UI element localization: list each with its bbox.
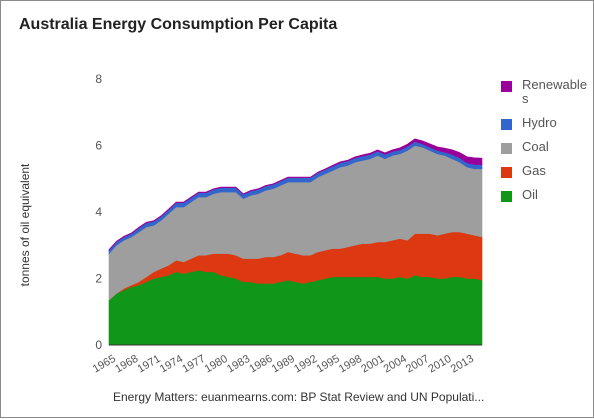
chart-caption: Energy Matters: euanmearns.com: BP Stat … <box>113 390 485 404</box>
legend-swatch <box>501 81 512 92</box>
y-tick-label: 8 <box>95 72 102 86</box>
legend-swatch <box>501 167 512 178</box>
legend-label: Oil <box>522 187 538 202</box>
x-tick-label: 2013 <box>449 353 476 376</box>
legend-label: Renewables <box>522 77 588 106</box>
legend-swatch <box>501 143 512 154</box>
legend-swatch <box>501 119 512 130</box>
legend-label: Coal <box>522 139 549 154</box>
y-tick-label: 0 <box>95 338 102 352</box>
legend-label: Hydro <box>522 115 557 130</box>
y-tick-label: 6 <box>95 139 102 153</box>
legend-swatch <box>501 191 512 202</box>
legend-label: Gas <box>522 163 546 178</box>
y-tick-label: 4 <box>95 205 102 219</box>
y-tick-label: 2 <box>95 272 102 286</box>
chart-title: Australia Energy Consumption Per Capita <box>19 16 338 33</box>
area-renewables <box>108 138 483 252</box>
